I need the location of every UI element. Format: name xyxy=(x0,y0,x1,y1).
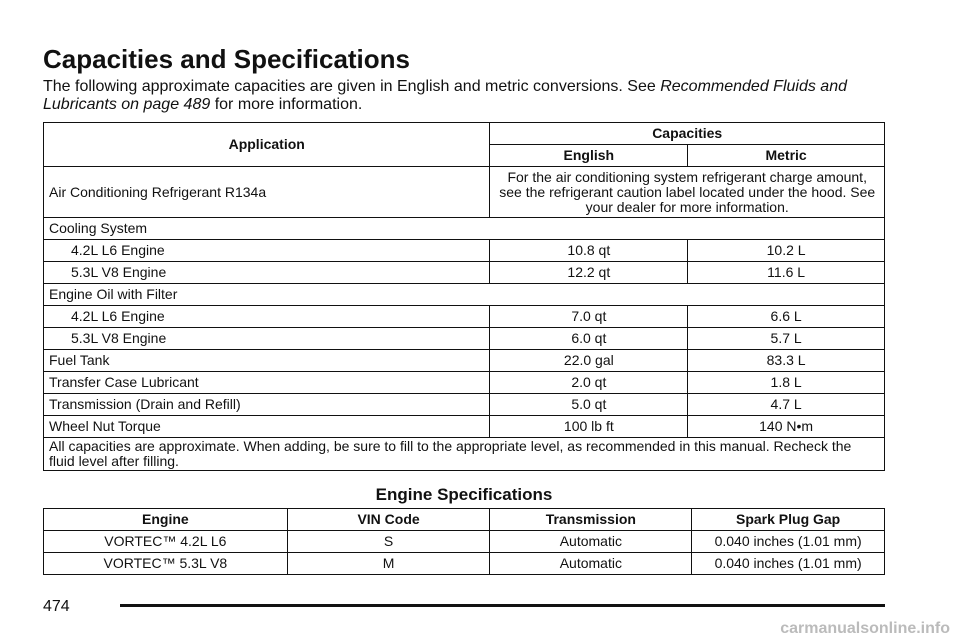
row: 4.2L L6 Engine 10.8 qt 10.2 L xyxy=(42,239,885,262)
row: Transmission (Drain and Refill) 5.0 qt 4.7… xyxy=(42,393,885,416)
cell: Cooling System xyxy=(43,217,885,240)
cell: 5.7 L xyxy=(687,327,885,350)
cell: 4.2L L6 Engine xyxy=(42,239,491,262)
cell: 11.6 L xyxy=(687,261,885,284)
header-cell: Transmission xyxy=(489,508,693,531)
section-title: Engine Specifications xyxy=(375,485,553,504)
row: Air Conditioning Refrigerant R134a For th… xyxy=(42,166,885,218)
section-row: Cooling System xyxy=(43,217,885,240)
cell: Automatic xyxy=(489,530,693,553)
row: 4.2L L6 Engine 7.0 qt 6.6 L xyxy=(42,305,885,328)
cell: 22.0 gal xyxy=(489,349,689,372)
cell: Fuel Tank xyxy=(42,349,491,372)
header-cell: English xyxy=(489,144,689,167)
header-cell: Metric xyxy=(687,144,885,167)
footer-rule xyxy=(120,604,885,607)
row: Fuel Tank 22.0 gal 83.3 L xyxy=(42,349,885,372)
row: 5.3L V8 Engine 12.2 qt 11.6 L xyxy=(42,261,885,284)
section-row: Engine Oil with Filter xyxy=(43,283,885,306)
note-row: All capacities are approximate. When add… xyxy=(43,437,885,471)
cell: 4.7 L xyxy=(687,393,885,416)
intro: The following approximate capacities are… xyxy=(43,78,893,114)
capacities-table: Application Capacities English Metric Ai… xyxy=(42,122,885,471)
cell: 7.0 qt xyxy=(489,305,689,328)
cell: 6.0 qt xyxy=(489,327,689,350)
cell: 4.2L L6 Engine xyxy=(42,305,491,328)
intro-end: for more information. xyxy=(214,96,363,113)
header-cell: Spark Plug Gap xyxy=(691,508,885,531)
cell: 100 lb ft xyxy=(489,415,689,438)
cell: Transfer Case Lubricant xyxy=(42,371,491,394)
row: Transfer Case Lubricant 2.0 qt 1.8 L xyxy=(42,371,885,394)
engine-table: Engine VIN Code Transmission Spark Plug Gap… xyxy=(43,508,885,575)
cell: 140 N•m xyxy=(687,415,885,438)
cell: Air Conditioning Refrigerant R134a xyxy=(42,166,491,218)
header-cell: Application xyxy=(42,122,491,167)
row: Wheel Nut Torque 100 lb ft 140 N•m xyxy=(42,415,885,438)
cell: 0.040 inches (1.01 mm) xyxy=(691,530,885,553)
cell: 5.3L V8 Engine xyxy=(42,261,491,284)
cell: Wheel Nut Torque xyxy=(42,415,491,438)
cell: 10.8 qt xyxy=(489,239,689,262)
cell: For the air conditioning system refriger… xyxy=(489,166,885,218)
row: 5.3L V8 Engine 6.0 qt 5.7 L xyxy=(42,327,885,350)
header-cell: VIN Code xyxy=(286,508,491,531)
note: All capacities are approximate. When add… xyxy=(43,437,885,471)
cell: S xyxy=(286,530,491,553)
cell: VORTEC™ 5.3L V8 xyxy=(43,552,288,575)
cell: 12.2 qt xyxy=(489,261,689,284)
cell: 2.0 qt xyxy=(489,371,689,394)
cell: VORTEC™ 4.2L L6 xyxy=(43,530,288,553)
watermark: carmanualsonline.info xyxy=(780,620,950,637)
cell: Engine Oil with Filter xyxy=(43,283,885,306)
cell: Transmission (Drain and Refill) xyxy=(42,393,491,416)
header-cell: Engine xyxy=(43,508,288,531)
title: Capacities and Specifications xyxy=(43,44,411,74)
cell: 83.3 L xyxy=(687,349,885,372)
cell: 6.6 L xyxy=(687,305,885,328)
page-number: 474 xyxy=(43,598,70,615)
cell: 10.2 L xyxy=(687,239,885,262)
cell: Automatic xyxy=(489,552,693,575)
cell: 1.8 L xyxy=(687,371,885,394)
row: VORTEC™ 4.2L L6 S Automatic 0.040 inches (1… xyxy=(43,530,885,553)
cell: 5.3L V8 Engine xyxy=(42,327,491,350)
intro-link: Recommended Fluids and Lubricants on pag… xyxy=(43,78,847,113)
intro-text: The following approximate capacities are… xyxy=(43,78,656,95)
cell: M xyxy=(286,552,491,575)
cell: 5.0 qt xyxy=(489,393,689,416)
row: VORTEC™ 5.3L V8 M Automatic 0.040 inches (1… xyxy=(43,552,885,575)
header-cell: Capacities xyxy=(489,122,885,145)
cell: 0.040 inches (1.01 mm) xyxy=(691,552,885,575)
